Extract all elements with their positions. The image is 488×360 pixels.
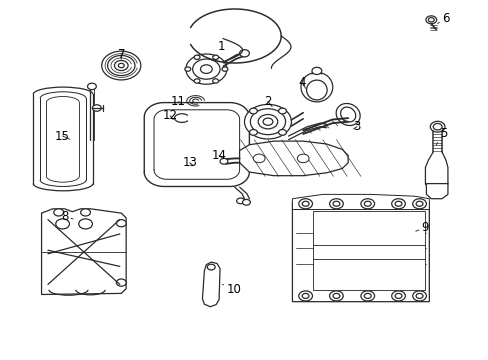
Polygon shape [292,194,428,210]
Circle shape [242,199,250,205]
Circle shape [236,198,244,204]
Circle shape [194,79,200,83]
Circle shape [302,201,308,206]
Ellipse shape [335,103,360,126]
Text: 12: 12 [163,109,177,122]
Circle shape [207,264,215,270]
Circle shape [107,55,135,76]
Circle shape [192,59,220,79]
Circle shape [432,123,441,130]
Circle shape [332,201,339,206]
Polygon shape [41,209,126,294]
Circle shape [92,105,101,111]
Circle shape [194,55,200,59]
Polygon shape [202,262,220,307]
Circle shape [185,54,226,84]
Circle shape [329,199,343,209]
Text: 15: 15 [55,130,70,143]
Circle shape [54,209,63,216]
Text: 8: 8 [61,210,73,223]
Text: 14: 14 [211,149,226,162]
Circle shape [249,108,257,114]
Ellipse shape [306,80,326,100]
Text: 1: 1 [214,40,224,56]
Text: 6: 6 [437,12,449,25]
Circle shape [278,130,286,135]
Circle shape [394,201,401,206]
Polygon shape [426,184,447,199]
Polygon shape [292,199,428,302]
Circle shape [184,67,190,71]
Circle shape [114,60,128,71]
Circle shape [200,65,212,73]
Circle shape [244,104,291,139]
Polygon shape [312,211,425,290]
Circle shape [391,199,405,209]
Text: 7: 7 [117,48,125,61]
Text: 4: 4 [298,76,305,89]
Circle shape [116,279,126,286]
Polygon shape [239,141,347,176]
Circle shape [332,293,339,298]
Circle shape [412,199,426,209]
Circle shape [222,67,227,71]
Text: 3: 3 [352,120,360,133]
Circle shape [212,55,218,59]
Text: 11: 11 [171,95,185,108]
Ellipse shape [340,107,355,122]
Circle shape [253,154,264,163]
Circle shape [364,201,370,206]
Circle shape [415,293,422,298]
Text: 13: 13 [182,156,197,169]
Circle shape [102,51,141,80]
Circle shape [81,209,90,216]
Circle shape [425,16,436,24]
Circle shape [427,18,433,22]
Circle shape [250,109,285,135]
Circle shape [212,79,218,83]
Circle shape [412,291,426,301]
Circle shape [394,293,401,298]
Circle shape [391,291,405,301]
Circle shape [302,293,308,298]
Circle shape [297,154,308,163]
Circle shape [329,291,343,301]
Circle shape [118,63,124,68]
Text: 5: 5 [435,127,447,145]
Circle shape [298,199,312,209]
Circle shape [263,118,272,125]
Circle shape [360,199,374,209]
Circle shape [56,219,69,229]
Circle shape [415,201,422,206]
Circle shape [311,67,321,75]
Circle shape [360,291,374,301]
Text: 2: 2 [264,95,271,108]
Circle shape [220,158,227,164]
Circle shape [116,220,126,227]
Circle shape [87,83,96,90]
Text: 9: 9 [415,221,428,234]
Circle shape [278,108,286,114]
Ellipse shape [301,72,332,102]
Circle shape [239,50,249,57]
Text: 10: 10 [222,283,241,296]
Circle shape [364,293,370,298]
Circle shape [79,219,92,229]
Circle shape [249,130,257,135]
Circle shape [429,121,444,132]
Circle shape [258,114,277,129]
Circle shape [298,291,312,301]
